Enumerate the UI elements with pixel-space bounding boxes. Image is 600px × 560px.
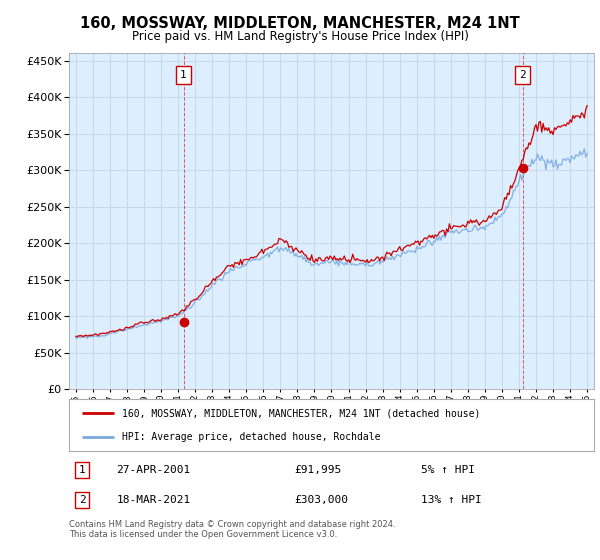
Text: 1: 1 bbox=[79, 465, 86, 475]
Text: 160, MOSSWAY, MIDDLETON, MANCHESTER, M24 1NT: 160, MOSSWAY, MIDDLETON, MANCHESTER, M24… bbox=[80, 16, 520, 31]
Text: Contains HM Land Registry data © Crown copyright and database right 2024.
This d: Contains HM Land Registry data © Crown c… bbox=[69, 520, 395, 539]
Text: 160, MOSSWAY, MIDDLETON, MANCHESTER, M24 1NT (detached house): 160, MOSSWAY, MIDDLETON, MANCHESTER, M24… bbox=[121, 408, 480, 418]
Text: HPI: Average price, detached house, Rochdale: HPI: Average price, detached house, Roch… bbox=[121, 432, 380, 442]
Text: 2: 2 bbox=[520, 70, 526, 80]
Text: £91,995: £91,995 bbox=[295, 465, 342, 475]
Text: 1: 1 bbox=[180, 70, 187, 80]
Text: 27-APR-2001: 27-APR-2001 bbox=[116, 465, 191, 475]
Text: 5% ↑ HPI: 5% ↑ HPI bbox=[421, 465, 475, 475]
Text: 18-MAR-2021: 18-MAR-2021 bbox=[116, 495, 191, 505]
Text: Price paid vs. HM Land Registry's House Price Index (HPI): Price paid vs. HM Land Registry's House … bbox=[131, 30, 469, 43]
Text: 2: 2 bbox=[79, 495, 86, 505]
Text: £303,000: £303,000 bbox=[295, 495, 349, 505]
Text: 13% ↑ HPI: 13% ↑ HPI bbox=[421, 495, 482, 505]
